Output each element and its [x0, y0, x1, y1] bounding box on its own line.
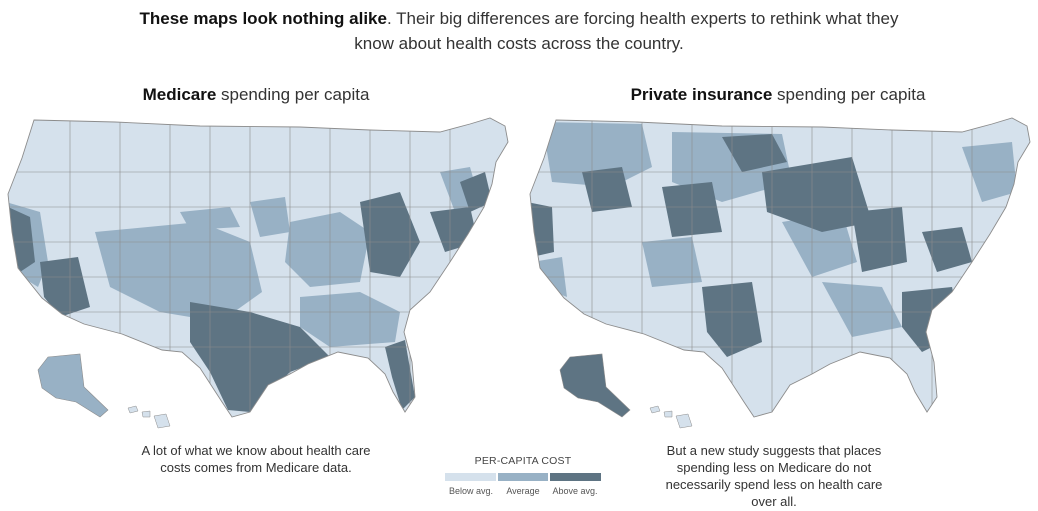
medicare-spending-map — [7, 117, 509, 429]
medicare-title-rest: spending per capita — [216, 85, 370, 104]
medicare-region-above — [190, 302, 330, 412]
private-insurance-caption: But a new study suggests that places spe… — [665, 443, 883, 509]
intro-lead: These maps look nothing alike — [139, 9, 387, 28]
medicare-region-above — [460, 172, 492, 212]
legend-swatch-average — [497, 473, 549, 481]
medicare-region-average — [300, 292, 400, 347]
state-borders — [8, 118, 508, 417]
alaska-shape — [559, 353, 631, 418]
legend-label-above: Above avg. — [552, 486, 598, 496]
legend-label-average: Average — [506, 486, 540, 496]
private-region-above — [582, 167, 632, 212]
medicare-caption: A lot of what we know about health care … — [141, 443, 371, 475]
medicare-map-title: Medicare spending per capita — [0, 85, 512, 105]
private-region-above — [852, 207, 907, 272]
alaska-shape — [37, 353, 109, 418]
private-insurance-spending-map — [529, 117, 1031, 429]
legend-swatch-below — [445, 473, 496, 481]
intro-text: These maps look nothing alike. Their big… — [119, 6, 919, 56]
legend-labels: Below avg. Average Above avg. — [445, 486, 601, 496]
private-title-rest: spending per capita — [772, 85, 926, 104]
medicare-region-above — [40, 257, 90, 317]
medicare-title-bold: Medicare — [142, 85, 217, 104]
medicare-region-above — [360, 192, 420, 277]
private-region-above — [922, 227, 972, 272]
hawaii-shape — [649, 405, 693, 429]
private-region-above — [762, 157, 872, 232]
us-lower48-outline — [529, 117, 1031, 418]
medicare-region-above — [385, 340, 415, 410]
medicare-region-average — [95, 222, 262, 322]
private-region-average — [822, 282, 902, 337]
legend-color-bar — [445, 473, 602, 481]
legend-label-below: Below avg. — [448, 486, 494, 496]
private-region-average — [542, 122, 652, 187]
hawaii-shape — [127, 405, 171, 429]
private-region-above — [722, 134, 787, 172]
legend-swatch-above — [550, 473, 602, 481]
state-borders — [530, 118, 1030, 417]
us-lower48-shape — [530, 118, 1030, 417]
us-lower48-outline — [7, 117, 509, 418]
legend-title: PER-CAPITA COST — [474, 455, 572, 467]
private-title-bold: Private insurance — [630, 85, 773, 104]
private-insurance-map-title: Private insurance spending per capita — [518, 85, 1038, 105]
medicare-region-average — [285, 212, 370, 287]
private-region-average — [642, 237, 702, 287]
intro-rest: . Their big differences are forcing heal… — [354, 9, 899, 53]
private-region-above — [530, 202, 554, 257]
per-capita-cost-legend: PER-CAPITA COST Below avg. Average Above… — [445, 455, 602, 496]
